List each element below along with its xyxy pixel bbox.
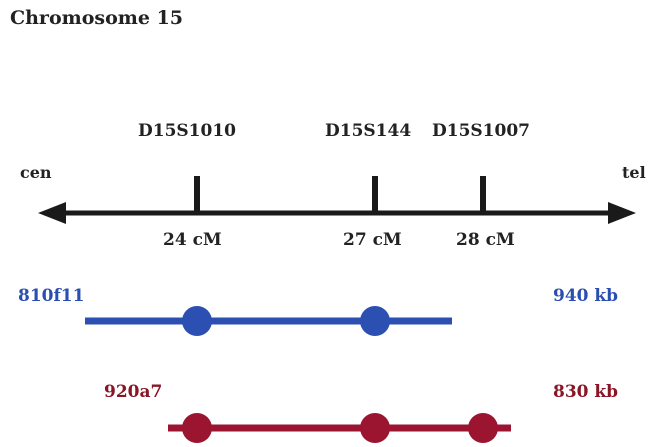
telomere-label: tel (622, 163, 646, 182)
position-label-28cm: 28 cM (456, 230, 515, 250)
clone-920a7-marker-d15s1007 (468, 413, 498, 443)
clone-name-810f11: 810f11 (18, 286, 85, 306)
clone-810f11-marker-d15s144 (360, 306, 390, 336)
position-label-27cm: 27 cM (343, 230, 402, 250)
position-label-24cm: 24 cM (163, 230, 222, 250)
clone-size-810f11: 940 kb (553, 286, 619, 306)
marker-label-d15s144: D15S144 (325, 121, 412, 141)
marker-label-d15s1010: D15S1010 (138, 121, 236, 141)
right-arrowhead (608, 202, 636, 224)
left-arrowhead (38, 202, 66, 224)
diagram-title: Chromosome 15 (10, 7, 184, 29)
centromere-label: cen (20, 163, 52, 182)
clone-name-920a7: 920a7 (104, 382, 163, 402)
clone-920a7-marker-d15s1010 (182, 413, 212, 443)
clone-size-920a7: 830 kb (553, 382, 619, 402)
marker-label-d15s1007: D15S1007 (432, 121, 530, 141)
clone-920a7-marker-d15s144 (360, 413, 390, 443)
clone-810f11-marker-d15s1010 (182, 306, 212, 336)
